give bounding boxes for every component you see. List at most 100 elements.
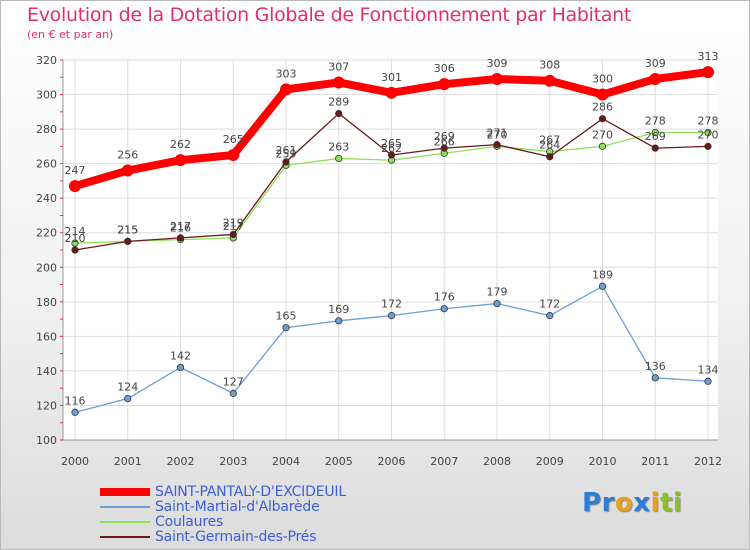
data-point xyxy=(651,144,659,152)
data-point xyxy=(438,78,451,91)
data-label: 217 xyxy=(223,220,244,233)
data-point xyxy=(335,154,343,163)
legend-label: Coulaures xyxy=(155,514,224,530)
y-tick-label: 220 xyxy=(36,227,57,240)
x-tick-label: 2004 xyxy=(272,455,300,468)
data-point xyxy=(704,142,712,150)
logo-letter: i xyxy=(650,488,660,518)
legend-label: SAINT-PANTALY-D'EXCIDEUIL xyxy=(155,484,346,500)
data-point xyxy=(282,158,290,166)
data-label: 267 xyxy=(539,134,560,147)
data-label: 172 xyxy=(539,298,560,311)
data-point xyxy=(704,128,712,137)
x-tick-label: 2007 xyxy=(430,455,458,468)
x-tick-label: 2012 xyxy=(694,455,722,468)
chart-subtitle: (en € et par an) xyxy=(27,28,114,41)
data-point xyxy=(493,299,501,308)
logo-letter: x xyxy=(633,488,651,518)
data-point xyxy=(546,312,554,320)
data-label: 270 xyxy=(592,128,613,141)
data-label: 278 xyxy=(698,115,719,128)
legend-swatch xyxy=(100,536,150,538)
data-label: 217 xyxy=(170,220,191,233)
data-label: 307 xyxy=(328,60,349,73)
x-tick-label: 2002 xyxy=(167,455,195,468)
data-label: 270 xyxy=(698,128,719,141)
data-label: 303 xyxy=(276,67,297,80)
data-label: 265 xyxy=(223,133,244,146)
data-point xyxy=(229,230,237,239)
data-point xyxy=(702,66,714,79)
data-point xyxy=(491,73,503,85)
data-label: 309 xyxy=(487,57,508,70)
data-label: 278 xyxy=(645,115,666,128)
chart-title: Evolution de la Dotation Globale de Fonc… xyxy=(27,4,632,26)
data-point xyxy=(546,153,554,161)
x-tick-label: 2005 xyxy=(325,455,353,468)
plot-area xyxy=(63,60,718,440)
data-point xyxy=(651,374,659,382)
data-label: 210 xyxy=(65,232,86,245)
data-point xyxy=(71,246,79,254)
data-point xyxy=(71,408,79,416)
data-point xyxy=(385,86,398,99)
y-tick-label: 160 xyxy=(36,330,57,343)
logo-letter: t xyxy=(659,488,673,518)
y-tick-label: 300 xyxy=(36,89,57,102)
y-tick-label: 180 xyxy=(36,296,57,309)
data-label: 271 xyxy=(487,127,508,140)
data-label: 309 xyxy=(645,57,666,70)
data-point xyxy=(174,154,187,167)
data-label: 289 xyxy=(328,96,349,109)
legend-label: Saint-Martial-d'Albarède xyxy=(155,499,320,515)
logo-letter: P xyxy=(582,488,602,518)
logo-letter: o xyxy=(614,488,634,518)
data-point xyxy=(227,149,240,161)
data-label: 313 xyxy=(698,50,719,63)
data-label: 216 xyxy=(170,222,191,235)
data-label: 219 xyxy=(223,216,244,229)
data-label: 247 xyxy=(65,164,86,177)
logo-letter: r xyxy=(601,488,615,518)
data-point xyxy=(335,109,343,118)
data-label: 179 xyxy=(487,286,508,299)
data-point xyxy=(121,164,134,177)
data-point xyxy=(543,74,556,87)
data-label: 142 xyxy=(170,349,191,362)
data-point xyxy=(598,115,607,123)
data-point xyxy=(176,234,185,242)
data-point xyxy=(280,83,292,96)
data-point xyxy=(704,377,712,385)
data-point xyxy=(124,237,132,245)
legend-swatch xyxy=(100,488,150,496)
data-label: 286 xyxy=(592,101,613,114)
data-label: 172 xyxy=(381,298,402,311)
x-tick-label: 2011 xyxy=(641,455,669,468)
data-point xyxy=(229,389,237,397)
x-tick-label: 2010 xyxy=(589,455,617,468)
data-label: 262 xyxy=(170,138,191,151)
data-label: 263 xyxy=(328,140,349,153)
y-tick-label: 280 xyxy=(36,123,57,136)
logo-letter: i xyxy=(672,488,683,518)
data-point xyxy=(71,239,79,247)
data-point xyxy=(598,282,607,290)
data-label: 266 xyxy=(434,135,455,148)
legend-swatch xyxy=(100,506,150,508)
data-label: 269 xyxy=(434,130,455,143)
data-point xyxy=(176,363,185,372)
data-point xyxy=(335,317,343,325)
data-label: 214 xyxy=(65,225,86,238)
data-label: 269 xyxy=(645,130,666,143)
data-label: 262 xyxy=(381,142,402,155)
data-label: 261 xyxy=(276,144,297,157)
data-point xyxy=(440,144,448,152)
legend-swatch xyxy=(100,521,150,523)
x-tick-label: 2008 xyxy=(483,455,511,468)
data-label: 215 xyxy=(117,223,138,236)
data-label: 127 xyxy=(223,375,244,388)
data-label: 124 xyxy=(117,381,138,394)
data-point xyxy=(387,312,396,320)
data-point xyxy=(332,76,345,89)
data-label: 270 xyxy=(487,128,508,141)
